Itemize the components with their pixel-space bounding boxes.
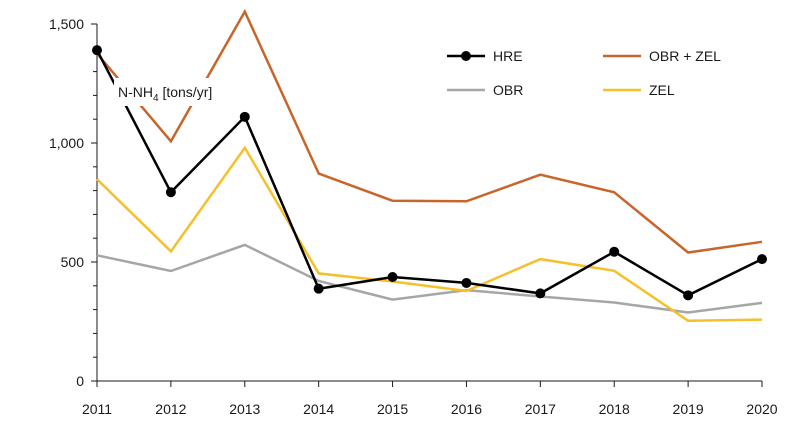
legend-label-obr: OBR [493,82,523,98]
data-point-hre [757,254,767,265]
x-tick-label: 2012 [155,401,186,417]
legend: HRE OBR + ZEL OBR ZEL [447,48,721,98]
x-tick-label: 2018 [599,401,630,417]
x-tick-label: 2013 [229,401,260,417]
x-tick-label: 2019 [673,401,704,417]
x-tick-label: 2020 [746,401,777,417]
x-tick-label: 2017 [525,401,556,417]
legend-label-hre: HRE [493,48,523,64]
data-point-hre [313,283,324,294]
y-tick-label: 500 [61,254,85,270]
data-point-hre [535,288,546,299]
x-tick-label: 2014 [303,401,334,417]
x-tick-label: 2011 [82,401,112,417]
legend-label-zel: ZEL [649,82,675,98]
axes: 0 500 1,000 1,500 2011 2012 2013 2014 2015 2016 20… [49,16,778,417]
data-point-hre [92,45,102,56]
y-tick-label: 1,500 [49,16,84,32]
series-line-obr [96,243,763,314]
data-point-hre [239,111,250,122]
y-axis-label-background [114,78,234,106]
series-line-obr-zel [96,8,763,254]
x-tick-label: 2015 [377,401,408,417]
series-line-hre [95,49,763,297]
y-axis-label-prefix: N-NH [118,84,153,100]
y-axis-label-subscript: 4 [153,93,159,104]
legend-label-obr-zel: OBR + ZEL [649,48,721,64]
y-tick-label: 1,000 [49,135,84,151]
y-tick-label: 0 [76,373,84,389]
series-line-zel [96,145,763,323]
series-layer [92,8,767,323]
data-point-hre [461,277,472,288]
legend-marker-hre [461,51,471,61]
data-point-hre [609,246,620,257]
svg-text:N-NH4 [tons/yr]: N-NH4 [tons/yr] [118,84,212,104]
data-point-hre [165,187,176,198]
y-axis-label: N-NH4 [tons/yr] [114,78,234,106]
data-point-hre [387,271,398,282]
data-point-hre [683,290,694,301]
x-tick-label: 2016 [451,401,482,417]
y-axis-label-suffix: [tons/yr] [159,84,213,100]
